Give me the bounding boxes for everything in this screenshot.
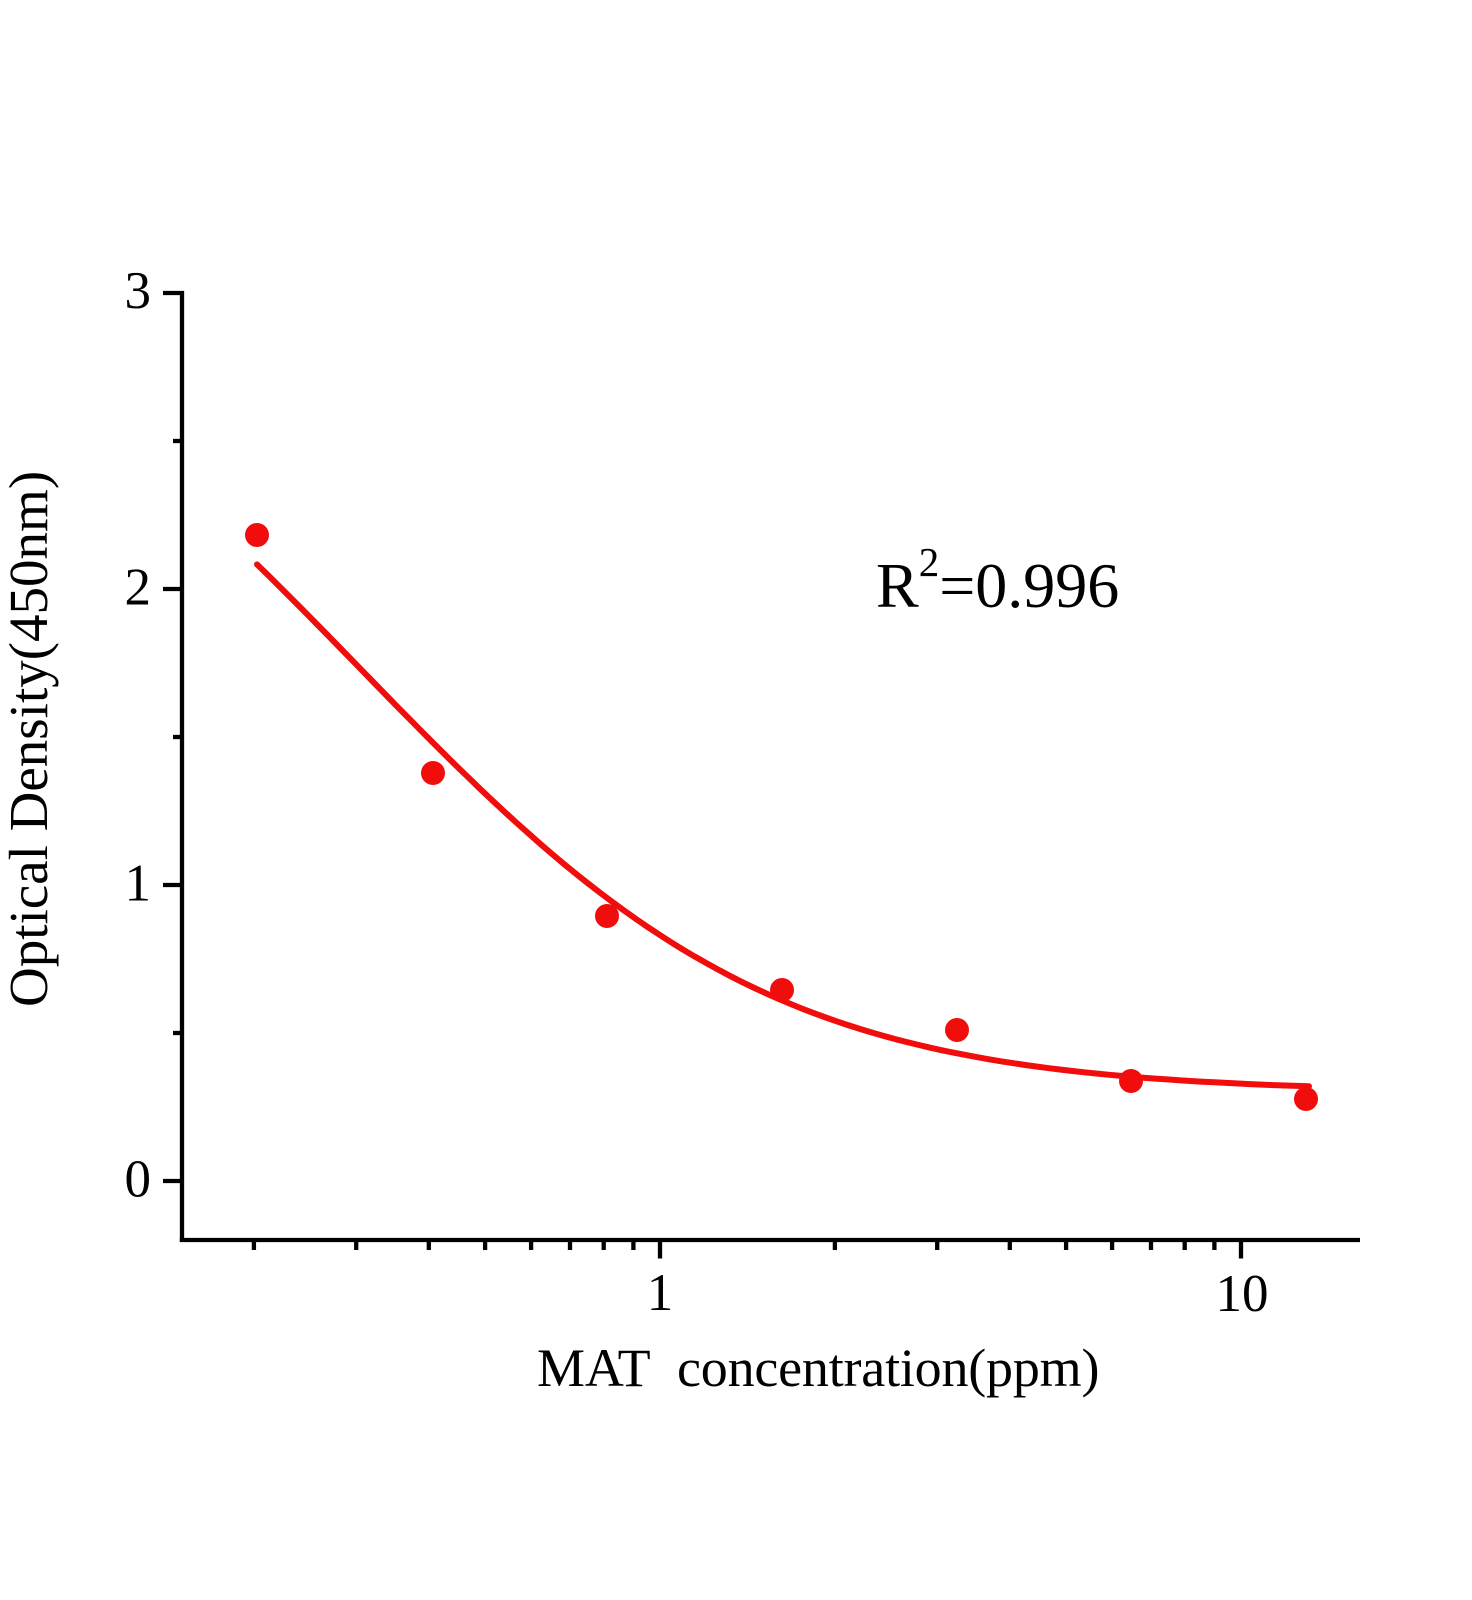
svg-text:Optical Density(450nm): Optical Density(450nm) bbox=[0, 471, 59, 1007]
svg-text:1: 1 bbox=[647, 1264, 674, 1322]
svg-text:R2=0.996: R2=0.996 bbox=[876, 539, 1119, 621]
svg-text:3: 3 bbox=[125, 262, 152, 320]
svg-text:MAT concentration(ppm): MAT concentration(ppm) bbox=[537, 1338, 1099, 1398]
svg-text:0: 0 bbox=[125, 1151, 152, 1209]
svg-text:1: 1 bbox=[125, 855, 152, 913]
svg-text:2: 2 bbox=[125, 559, 152, 617]
svg-text:10: 10 bbox=[1216, 1265, 1269, 1323]
